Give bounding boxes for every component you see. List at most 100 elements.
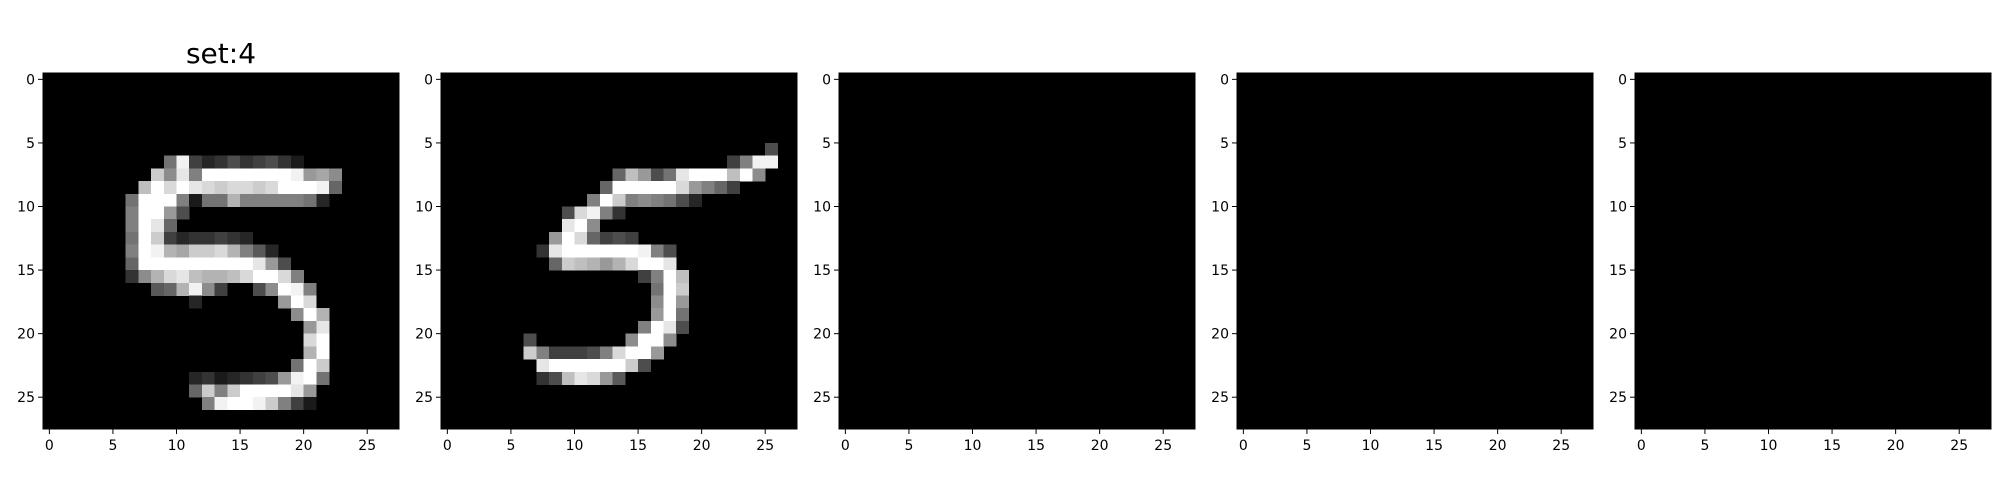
y-tick-label: 0 <box>1220 72 1229 88</box>
image-pixel <box>650 270 664 284</box>
x-tick-label: 15 <box>1027 438 1045 454</box>
x-tick-label: 10 <box>964 438 982 454</box>
y-tick-label: 15 <box>415 263 433 279</box>
image-pixel <box>201 193 215 207</box>
image-pixel <box>536 346 550 360</box>
image-pixel <box>587 206 601 220</box>
image-pixel <box>536 359 550 373</box>
image-pixel <box>227 155 241 169</box>
image-pixel <box>599 193 613 207</box>
image-pixel <box>650 181 664 195</box>
image-pixel <box>765 155 779 169</box>
image-pixel <box>176 257 190 271</box>
image-pixel <box>727 168 741 182</box>
image-pixel <box>329 168 343 182</box>
image-pixel <box>625 244 639 258</box>
image-pixel <box>561 231 575 245</box>
axes-frame <box>1634 72 1992 430</box>
image-pixel <box>138 219 152 233</box>
image-pixel <box>727 155 741 169</box>
image-pixel <box>163 181 177 195</box>
image-pixel <box>303 397 317 411</box>
image-pixel <box>650 282 664 296</box>
x-tick-label: 20 <box>1887 438 1905 454</box>
image-pixel <box>561 244 575 258</box>
x-tick-label: 20 <box>295 438 313 454</box>
image-pixel <box>599 359 613 373</box>
image-pixel <box>214 231 228 245</box>
image-pixel <box>227 270 241 284</box>
image-pixel <box>663 168 677 182</box>
image-pixel <box>638 346 652 360</box>
image-pixel <box>125 257 139 271</box>
image-pixel <box>240 155 254 169</box>
image-pixel <box>663 282 677 296</box>
image-pixel <box>125 193 139 207</box>
image-background <box>839 73 1195 429</box>
x-tick-label: 5 <box>506 438 515 454</box>
panel-title: set:4 <box>186 37 256 70</box>
image-pixel <box>303 333 317 347</box>
y-tick-label: 0 <box>822 72 831 88</box>
image-pixel <box>290 282 304 296</box>
image-pixel <box>278 282 292 296</box>
image-pixel <box>240 270 254 284</box>
image-pixel <box>650 244 664 258</box>
image-pixel <box>587 371 601 385</box>
image-pixel <box>240 371 254 385</box>
image-pixel <box>214 168 228 182</box>
image-pixel <box>151 219 165 233</box>
image-pixel <box>625 333 639 347</box>
image-pixel <box>739 155 753 169</box>
y-tick-label: 5 <box>424 136 433 152</box>
image-pixel <box>638 333 652 347</box>
image-pixel <box>303 359 317 373</box>
image-pixel <box>214 384 228 398</box>
x-tick-label: 0 <box>443 438 452 454</box>
image-pixel <box>227 231 241 245</box>
image-pixel <box>574 359 588 373</box>
image-pixel <box>214 371 228 385</box>
image-background <box>1635 73 1991 429</box>
image-pixel <box>252 244 266 258</box>
image-pixel <box>201 257 215 271</box>
image-pixel <box>303 384 317 398</box>
image-pixel <box>163 168 177 182</box>
image-panel: set:4 0 5 10 15 20 25 0 5 10 15 20 25 <box>17 37 400 454</box>
image-pixel <box>599 257 613 271</box>
image-pixel <box>201 282 215 296</box>
image-pixel <box>663 295 677 309</box>
y-tick-label: 0 <box>424 72 433 88</box>
image-pixel <box>316 359 330 373</box>
image-pixel <box>176 231 190 245</box>
image-pixel <box>265 384 279 398</box>
image-pixel <box>625 181 639 195</box>
image-pixel <box>176 155 190 169</box>
y-tick-label: 25 <box>1609 390 1627 406</box>
image-pixel <box>587 231 601 245</box>
image-pixel <box>663 257 677 271</box>
image-pixel <box>599 371 613 385</box>
image-pixel <box>252 181 266 195</box>
y-tick-label: 15 <box>17 263 35 279</box>
image-pixel <box>303 295 317 309</box>
image-pixel <box>676 295 690 309</box>
image-pixel <box>612 346 626 360</box>
image-pixel <box>688 168 702 182</box>
y-tick-label: 5 <box>26 136 35 152</box>
image-pixel <box>638 270 652 284</box>
x-tick-label: 5 <box>1302 438 1311 454</box>
image-pixel <box>612 257 626 271</box>
image-pixel <box>523 346 537 360</box>
image-pixel <box>163 155 177 169</box>
image-pixel <box>290 181 304 195</box>
image-pixel <box>303 320 317 334</box>
image-pixel <box>227 371 241 385</box>
image-pixel <box>650 168 664 182</box>
image-pixel <box>676 282 690 296</box>
image-pixel <box>663 320 677 334</box>
image-pixel <box>189 193 203 207</box>
image-pixel <box>151 193 165 207</box>
image-pixel <box>176 181 190 195</box>
image-pixel <box>240 181 254 195</box>
